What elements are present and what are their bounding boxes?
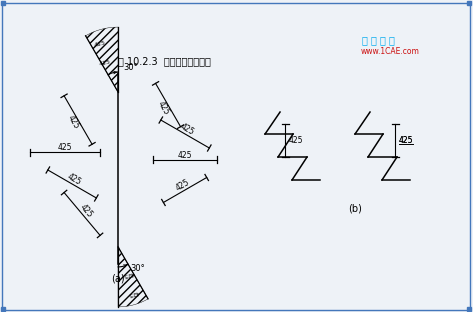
Text: 425: 425 — [122, 270, 135, 278]
Text: 425: 425 — [174, 178, 191, 193]
Text: 425: 425 — [289, 136, 304, 145]
Text: 425: 425 — [399, 136, 413, 145]
Text: 425: 425 — [399, 136, 413, 145]
Text: 425: 425 — [156, 99, 171, 116]
Text: 图 10.2.3  尺寸数字的注写方: 图 10.2.3 尺寸数字的注写方 — [118, 56, 211, 66]
Text: 425: 425 — [78, 202, 94, 219]
Text: 425: 425 — [127, 289, 140, 297]
Text: 仿 真 在 线: 仿 真 在 线 — [361, 35, 394, 45]
Text: 425: 425 — [58, 143, 72, 152]
Text: 425: 425 — [178, 150, 193, 159]
Text: (b): (b) — [348, 204, 362, 214]
Text: 425: 425 — [99, 59, 112, 67]
Text: 425: 425 — [66, 172, 83, 187]
Text: 425: 425 — [66, 114, 81, 131]
Text: 30°: 30° — [130, 264, 145, 273]
Text: 425: 425 — [179, 122, 196, 137]
Text: 30°: 30° — [123, 63, 138, 72]
Text: 425: 425 — [94, 40, 106, 48]
Text: (a): (a) — [111, 274, 125, 284]
Text: www.1CAE.com: www.1CAE.com — [360, 46, 420, 56]
